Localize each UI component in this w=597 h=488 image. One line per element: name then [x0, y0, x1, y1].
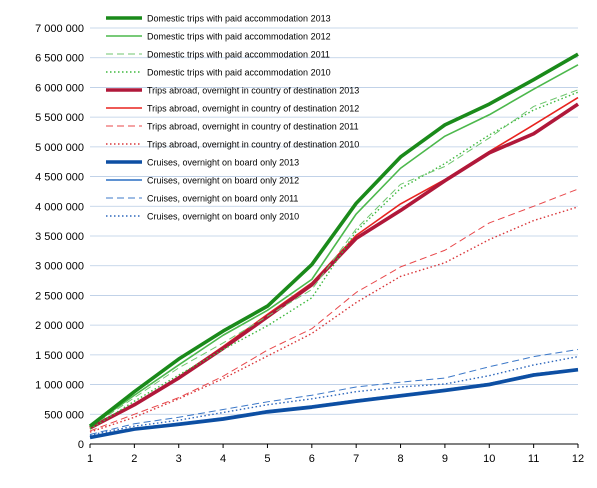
legend-label: Trips abroad, overnight in country of de…	[147, 104, 359, 114]
series-line	[89, 64, 579, 428]
legend-label: Domestic trips with paid accommodation 2…	[147, 14, 331, 24]
x-tick-label: 5	[264, 453, 270, 465]
legend-label: Domestic trips with paid accommodation 2…	[147, 50, 330, 60]
y-tick-label: 0	[78, 439, 84, 451]
legend-label: Trips abroad, overnight in country of de…	[147, 86, 359, 96]
x-tick-label: 4	[220, 453, 226, 465]
x-tick-label: 3	[176, 453, 182, 465]
y-tick-label: 6 000 000	[35, 82, 84, 94]
series-line	[89, 206, 579, 433]
legend-label: Cruises, overnight on board only 2013	[147, 158, 299, 168]
y-tick-label: 1 000 000	[35, 380, 84, 392]
x-tick-label: 2	[131, 453, 137, 465]
y-tick-labels: 0 500 000 1 000 000 1 500 000 2 000 000 2 500…	[35, 23, 84, 451]
axes	[89, 443, 579, 448]
legend-label: Cruises, overnight on board only 2010	[147, 212, 299, 222]
y-tick-label: 3 000 000	[35, 261, 84, 273]
x-tick-label: 7	[353, 453, 359, 465]
y-tick-label: 500 000	[44, 409, 84, 421]
legend-label: Domestic trips with paid accommodation 2…	[147, 32, 331, 42]
y-tick-label: 5 500 000	[35, 112, 84, 124]
y-tick-label: 6 500 000	[35, 53, 84, 65]
legend: Domestic trips with paid accommodation 2…	[106, 14, 359, 222]
x-tick-label: 10	[483, 453, 495, 465]
x-tick-label: 6	[309, 453, 315, 465]
x-tick-label: 9	[442, 453, 448, 465]
y-tick-label: 4 000 000	[35, 201, 84, 213]
legend-label: Cruises, overnight on board only 2012	[147, 176, 299, 186]
y-tick-label: 2 500 000	[35, 290, 84, 302]
legend-label: Trips abroad, overnight in country of de…	[147, 140, 359, 150]
series-line	[89, 102, 580, 430]
x-tick-label: 1	[87, 453, 93, 465]
y-tick-label: 3 500 000	[35, 231, 84, 243]
legend-label: Domestic trips with paid accommodation 2…	[147, 68, 331, 78]
series-line	[89, 367, 579, 440]
series-line	[88, 52, 579, 428]
legend-label: Cruises, overnight on board only 2011	[147, 194, 298, 204]
x-tick-labels: 1 2 3 4 5 6 7 8 9 10 11 12	[87, 453, 584, 465]
y-tick-label: 1 500 000	[35, 350, 84, 362]
x-tick-label: 11	[528, 453, 539, 465]
x-tick-label: 8	[397, 453, 403, 465]
x-tick-label: 12	[572, 453, 584, 465]
y-tick-label: 4 500 000	[35, 172, 84, 184]
series-line	[89, 89, 579, 428]
series-line	[89, 349, 579, 435]
y-tick-label: 5 000 000	[35, 142, 84, 154]
y-tick-label: 7 000 000	[35, 23, 84, 35]
legend-label: Trips abroad, overnight in country of de…	[147, 122, 359, 132]
y-tick-label: 2 000 000	[35, 320, 84, 332]
series-lines	[88, 52, 580, 440]
